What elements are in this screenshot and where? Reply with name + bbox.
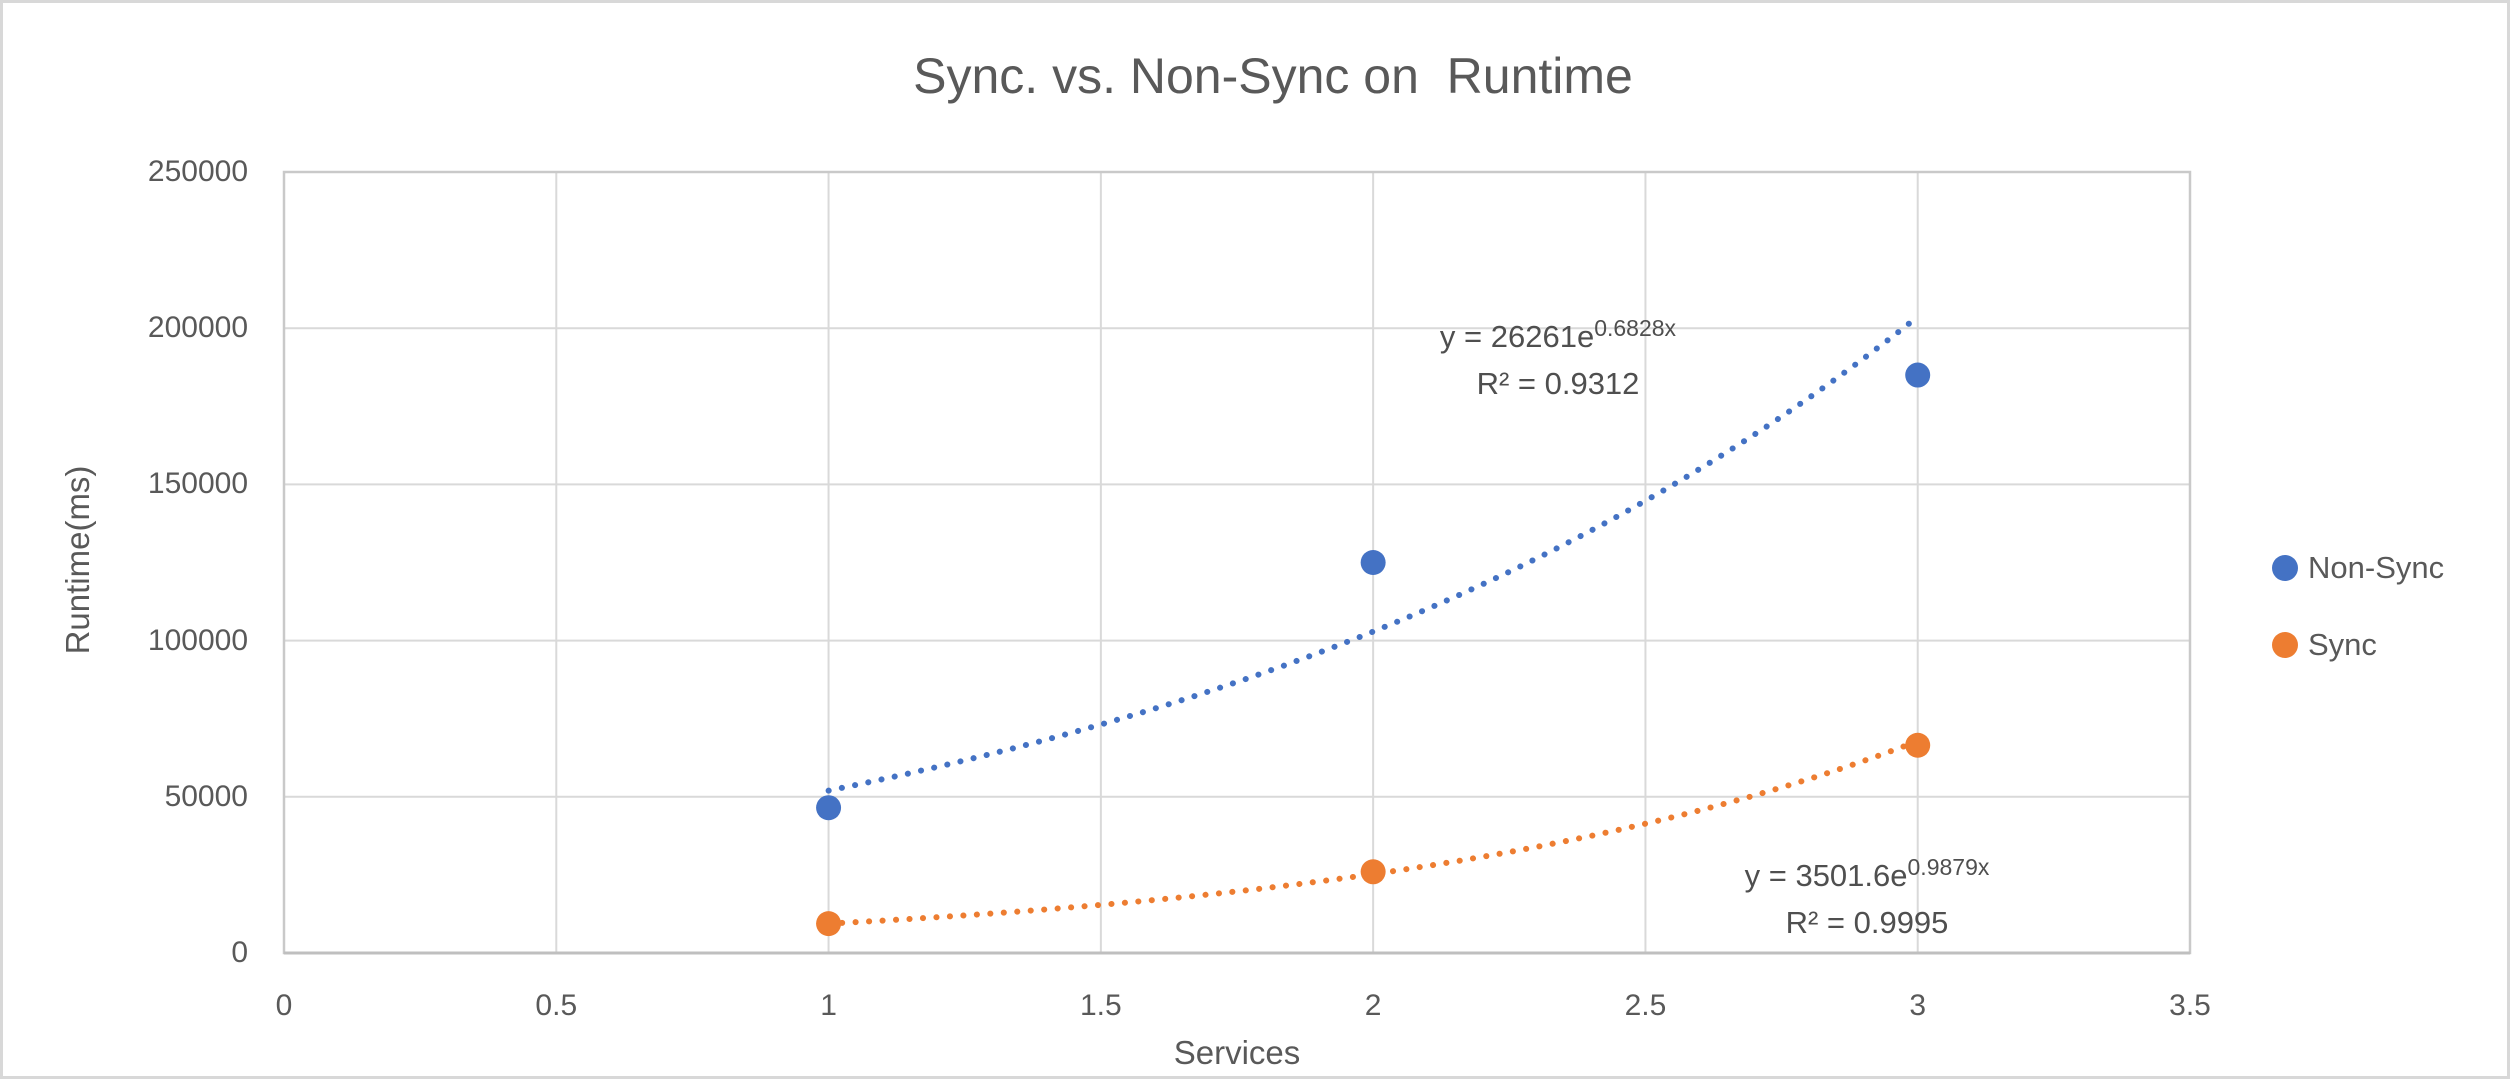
- x-axis-tick-label: 0: [275, 989, 293, 1022]
- equation-base: y = 26261e: [1439, 319, 1595, 354]
- equation-exponent: 0.6828x: [1594, 315, 1677, 341]
- y-axis-tick-label: 250000: [147, 155, 248, 188]
- legend-marker-non-sync: [2272, 555, 2298, 581]
- x-axis-tick-label: 3.5: [2169, 989, 2211, 1022]
- y-axis-tick-label: 0: [231, 936, 248, 969]
- y-axis-tick-label: 50000: [164, 779, 248, 813]
- y-axis-tick-label: 200000: [147, 311, 248, 345]
- x-axis-tick-label: 2.5: [1624, 989, 1667, 1022]
- trendline-equation-non-sync: y = 26261e0.6828x R² = 0.9312: [1338, 313, 1778, 407]
- x-axis-tick-label: 1.5: [1079, 989, 1122, 1022]
- chart-title: Sync. vs. Non-Sync on Runtime: [913, 48, 1633, 104]
- equation-exponent: 0.9879x: [1907, 854, 1990, 880]
- trendline-equation-sync: y = 3501.6e0.9879x R² = 0.9995: [1647, 852, 2087, 946]
- x-axis-tick-label: 0.5: [535, 989, 578, 1022]
- plot-area: [282, 170, 2192, 955]
- x-axis-title: Services: [1173, 1034, 1301, 1071]
- data-point-non-sync: [1360, 550, 1386, 575]
- trendline-sync: [825, 738, 1921, 927]
- trendline-r-squared: R² = 0.9312: [1476, 366, 1640, 401]
- legend-item-non-sync: Non-Sync: [2272, 550, 2444, 586]
- data-point-non-sync: [816, 795, 842, 821]
- y-axis-tick-label: 150000: [147, 467, 248, 501]
- data-point-sync: [816, 911, 842, 937]
- data-point-sync: [1905, 732, 1931, 758]
- y-axis-title: Runtime(ms): [59, 465, 96, 655]
- x-axis-tick-label: 2: [1364, 989, 1382, 1022]
- data-point-non-sync: [1905, 362, 1931, 388]
- x-axis-tick-label: 1: [820, 989, 837, 1022]
- y-axis-tick-label: 100000: [147, 623, 248, 657]
- legend-marker-sync: [2272, 632, 2298, 658]
- trendline-equation-line: y = 26261e0.6828x: [1338, 313, 1778, 360]
- data-point-sync: [1360, 859, 1386, 885]
- x-axis-tick-label: 3: [1909, 989, 1927, 1022]
- plot-border: [282, 170, 2192, 955]
- trendline-non-sync: [825, 313, 1921, 794]
- trendline-r-squared: R² = 0.9995: [1785, 905, 1949, 940]
- legend-item-sync: Sync: [2272, 627, 2377, 663]
- legend-label: Sync: [2308, 627, 2377, 662]
- trendline-equation-line: y = 3501.6e0.9879x: [1647, 852, 2087, 899]
- equation-base: y = 3501.6e: [1744, 858, 1908, 893]
- legend-label: Non-Sync: [2308, 550, 2445, 585]
